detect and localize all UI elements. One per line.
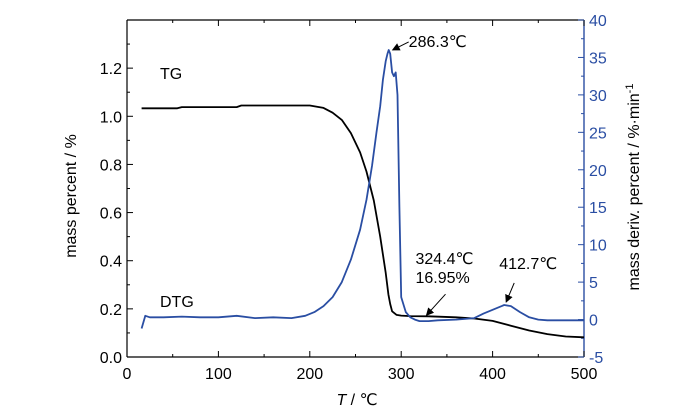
tg-series-line [141,104,585,339]
annotations: 286.3℃ 324.4℃ 16.95% 412.7℃ [391,34,557,316]
right-tick-label: -5 [589,350,603,367]
plot-area [126,19,585,358]
point324-annotation-label: 324.4℃ [416,251,474,268]
right-tick-label: 35 [589,50,607,67]
x-tick-label: 200 [296,366,323,383]
right-axis-title: mass deriv. percent / %·min-1 [624,84,643,291]
left-axis-title: mass percent / % [63,134,80,258]
right-axis-title-text: mass deriv. percent / %·min [626,93,643,290]
x-tick-label: 100 [205,366,232,383]
right-axis-title-superscript: -1 [624,84,636,94]
right-tick-label: 30 [589,88,607,105]
x-axis-unit: / ℃ [346,392,377,409]
x-tick-label: 0 [123,366,132,383]
x-tick-label: 300 [388,366,415,383]
x-tick-label: 400 [479,366,506,383]
left-tick-label: 1.2 [100,61,122,78]
right-tick-label: 40 [589,13,607,30]
data-series [140,49,585,339]
left-tick-label: 0.6 [100,206,122,223]
peak-arrow [391,41,409,51]
right-tick-label: 20 [589,163,607,180]
tg-series-label: TG [160,66,182,83]
point324-percent-label: 16.95% [416,270,470,287]
left-tick-label: 0.0 [100,350,122,367]
right-tick-label: 15 [589,200,607,217]
right-tick-label: 0 [589,313,598,330]
left-tick-label: 1.0 [100,109,122,126]
axis-ticks: 0 100 200 300 400 500 0.0 0.2 0.4 0.6 0.8 1.0 1.2 -5 0… [100,13,607,383]
x-axis-symbol: T [336,392,347,409]
right-tick-label: 25 [589,125,607,142]
dtg-series-line [140,49,584,329]
left-tick-label: 0.8 [100,157,122,174]
point324-arrow [425,293,446,316]
left-tick-label: 0.4 [100,254,122,271]
point412-arrow [505,282,515,303]
x-tick-label: 500 [571,366,598,383]
dtg-series-label: DTG [160,294,194,311]
right-tick-label: 10 [589,238,607,255]
peak-annotation-label: 286.3℃ [409,34,467,51]
left-tick-label: 0.2 [100,302,122,319]
point412-annotation-label: 412.7℃ [499,256,557,273]
x-axis-title: T / ℃ [336,392,377,409]
right-tick-label: 5 [589,275,598,292]
